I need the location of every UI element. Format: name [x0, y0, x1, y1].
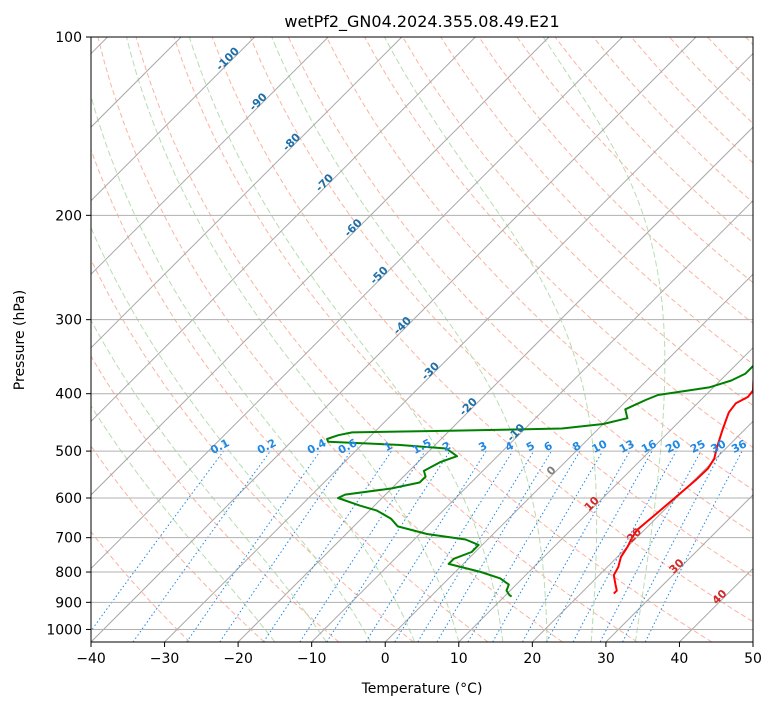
isotherm [91, 37, 256, 202]
mixing-ratio-line [299, 450, 426, 642]
dry-adiabat [91, 148, 489, 642]
mixing-ratio-label: 30 [709, 437, 729, 456]
dry-adiabat [402, 37, 753, 407]
plot-frame [90, 36, 754, 643]
moist-adiabat [91, 226, 371, 642]
x-tick-label: −30 [150, 651, 180, 667]
isotherm [458, 347, 753, 642]
x-tick-label: 10 [450, 651, 468, 667]
mixing-ratio-line [522, 450, 631, 642]
mixing-ratio-label: 25 [688, 437, 708, 456]
mixing-ratio-label: 36 [729, 437, 749, 456]
profile-lines [326, 364, 753, 598]
x-axis-label: Temperature (°C) [361, 681, 483, 697]
isotherm [91, 37, 623, 570]
mixing-ratio-line [263, 450, 392, 642]
y-tick-label: 700 [55, 531, 82, 547]
isotherm [91, 37, 403, 349]
y-tick-label: 300 [55, 313, 82, 329]
isotherm [164, 52, 753, 642]
mixing-ratio-label: 20 [663, 437, 683, 456]
isotherm [91, 37, 550, 496]
dry-adiabat [135, 37, 638, 642]
mixing-ratio-label: 16 [639, 437, 659, 456]
x-tick-label: 30 [597, 651, 615, 667]
isotherm [91, 37, 476, 423]
x-tick-label: −20 [223, 651, 253, 667]
moist-adiabat [188, 37, 504, 642]
x-tick-label: 50 [744, 651, 762, 667]
mixing-ratio-label: 13 [617, 437, 637, 456]
isotherm [605, 494, 753, 642]
pressure-gridlines [91, 37, 753, 630]
isotherm [531, 420, 753, 642]
mixing-ratio-line [546, 450, 653, 642]
y-tick-label: 800 [55, 565, 82, 581]
y-tick-label: 400 [55, 387, 82, 403]
temperature-profile [612, 378, 753, 595]
y-tick-label: 600 [55, 491, 82, 507]
mixing-ratio-line [326, 450, 451, 642]
y-axis-label: Pressure (hPa) [12, 290, 28, 390]
moist-adiabat [542, 37, 666, 642]
mixing-ratio-label: 10 [590, 437, 610, 456]
isotherm [91, 37, 329, 275]
moist-adiabat [91, 405, 276, 642]
mixing-ratio-line [91, 450, 224, 632]
isotherm [237, 126, 753, 642]
mixing-ratio-line [132, 450, 271, 642]
dry-adiabat [91, 531, 191, 642]
dry-adiabat [326, 37, 753, 491]
isotherm [311, 199, 753, 642]
x-axis-ticks: −40 −30 −20 −10 0 10 20 30 40 50 [76, 642, 762, 667]
y-tick-label: 100 [55, 30, 82, 46]
moist-adiabat [384, 37, 598, 642]
background-lines [91, 37, 753, 642]
x-tick-label: 0 [381, 651, 390, 667]
dewpoint-profile [326, 364, 753, 598]
y-tick-label: 200 [55, 208, 82, 224]
isotherm [91, 37, 697, 642]
y-axis-ticks: 100 200 300 400 500 600 700 800 900 1000 [46, 30, 91, 638]
dry-adiabat [97, 37, 563, 642]
moist-adiabat [126, 37, 460, 642]
y-tick-label: 500 [55, 444, 82, 460]
x-tick-label: 20 [523, 651, 541, 667]
dry-adiabat [91, 355, 340, 642]
x-tick-label: 40 [671, 651, 689, 667]
mixing-ratio-line [572, 450, 677, 642]
dry-adiabat [516, 37, 753, 284]
dry-adiabat [91, 445, 265, 642]
x-tick-label: −40 [76, 651, 106, 667]
mixing-ratio-line [417, 450, 535, 642]
chart-title: wetPf2_GN04.2024.355.08.49.E21 [284, 12, 559, 32]
y-tick-label: 900 [55, 595, 82, 611]
mixing-ratio-line [394, 450, 514, 642]
mixing-ratio-line [644, 450, 743, 642]
isotherm [384, 273, 753, 642]
dry-adiabat [211, 37, 753, 623]
y-tick-label: 1000 [46, 622, 82, 638]
x-tick-label: −10 [297, 651, 327, 667]
mixing-ratio-line [219, 450, 352, 642]
dry-adiabat [478, 37, 753, 324]
dry-adiabat [249, 37, 753, 578]
mixing-ratio-line [186, 450, 321, 642]
